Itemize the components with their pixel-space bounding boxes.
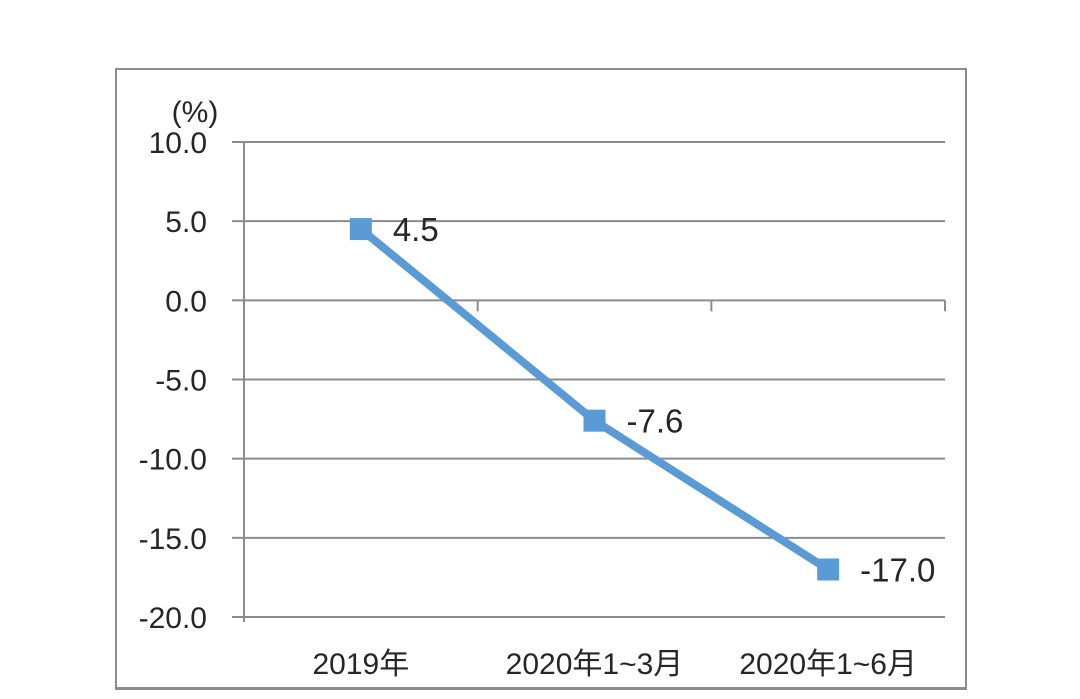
y-tick-label: -5.0 bbox=[155, 365, 207, 398]
x-category-label: 2020年1~6月 bbox=[739, 648, 917, 681]
data-label: -17.0 bbox=[860, 552, 935, 589]
x-category-label: 2020年1~3月 bbox=[506, 648, 684, 681]
data-point-marker bbox=[349, 218, 372, 241]
data-point-marker bbox=[817, 558, 840, 581]
series-line bbox=[358, 225, 831, 573]
y-tick-label: 5.0 bbox=[165, 206, 207, 239]
y-tick-label: -10.0 bbox=[139, 444, 207, 477]
chart-frame: 10.0 5.0 0.0 -5.0 -10.0 -15.0 -20.0 (%) 2019年 202… bbox=[115, 68, 967, 690]
data-point-marker bbox=[583, 409, 606, 432]
y-tick-label: 10.0 bbox=[149, 127, 207, 160]
y-tick-label: -15.0 bbox=[139, 523, 207, 556]
y-tick-label: -20.0 bbox=[139, 602, 207, 635]
line-chart: 10.0 5.0 0.0 -5.0 -10.0 -15.0 -20.0 (%) 2019年 202… bbox=[139, 96, 946, 681]
data-label: -7.6 bbox=[627, 403, 684, 440]
y-tick-label: 0.0 bbox=[165, 285, 207, 318]
data-label: 4.5 bbox=[393, 211, 439, 248]
unit-label: (%) bbox=[172, 96, 219, 129]
x-category-label: 2019年 bbox=[312, 648, 409, 681]
